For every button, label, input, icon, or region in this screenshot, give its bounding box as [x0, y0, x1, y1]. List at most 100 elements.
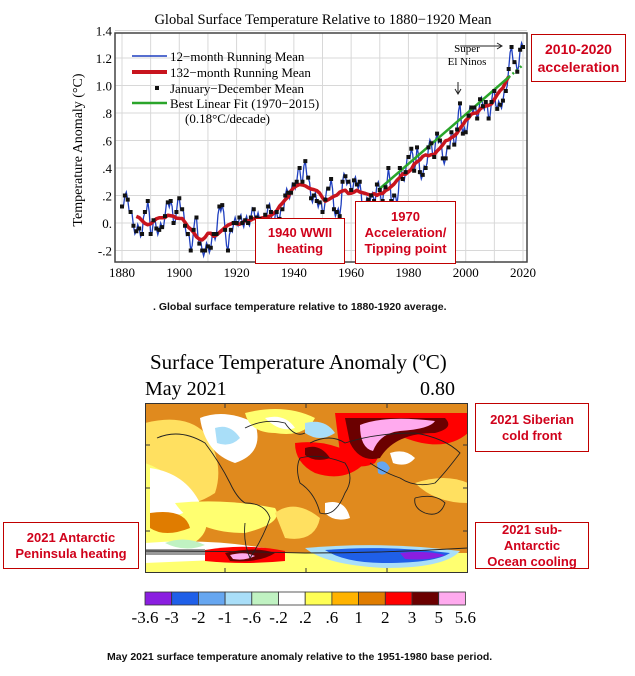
annual-mean-point — [400, 177, 405, 181]
annual-mean-point — [128, 210, 133, 214]
colorbar-label: .6 — [326, 608, 339, 627]
callout-subantarctic: 2021 sub-Antarctic Ocean cooling — [475, 522, 589, 569]
annual-mean-point — [188, 248, 193, 253]
callout-text: 2010-2020 — [545, 41, 612, 57]
annual-mean-point — [234, 221, 239, 225]
annual-mean-point — [145, 199, 150, 203]
annual-mean-point — [337, 214, 342, 219]
annual-mean-point — [300, 179, 305, 184]
annual-mean-point — [369, 193, 374, 198]
annual-mean-point — [303, 159, 308, 164]
y-tick-label: .4 — [102, 161, 112, 176]
annual-mean-point — [409, 146, 414, 151]
annual-mean-point — [435, 131, 440, 136]
colorbar-label: 1 — [354, 608, 363, 627]
colorbar-swatch — [144, 591, 173, 606]
annual-mean-point — [460, 131, 465, 136]
annual-mean-point — [498, 102, 503, 107]
annual-mean-point — [231, 221, 236, 225]
annotation-super: Super — [454, 43, 480, 55]
legend-annual: January−December Mean — [170, 81, 305, 96]
annual-mean-point — [205, 244, 210, 249]
annual-mean-point — [406, 155, 411, 159]
annual-mean-point — [122, 193, 127, 198]
annual-mean-point — [240, 221, 245, 225]
annual-mean-point — [137, 226, 142, 231]
annual-mean-point — [478, 97, 483, 102]
annual-mean-point — [120, 204, 124, 209]
annual-mean-point — [314, 199, 319, 203]
annual-mean-point — [334, 210, 339, 214]
annual-mean-point — [208, 245, 213, 250]
annual-mean-point — [185, 232, 190, 236]
annual-mean-point — [343, 174, 348, 179]
annual-mean-point — [254, 215, 259, 220]
colorbar-swatch — [198, 591, 226, 606]
annual-mean-point — [320, 210, 325, 214]
x-tick-label: 1940 — [281, 265, 307, 280]
colorbar-swatch — [331, 591, 359, 606]
annual-mean-point — [162, 214, 167, 219]
annual-mean-point — [466, 113, 471, 118]
x-tick-label: 1980 — [395, 265, 421, 280]
callout-text: Peninsula heating — [15, 545, 127, 561]
annual-mean-point — [154, 226, 159, 231]
annual-mean-point — [134, 229, 139, 234]
y-tick-label: .8 — [102, 106, 112, 121]
annual-mean-point — [354, 182, 359, 187]
arrow-2016 — [460, 42, 503, 50]
annual-mean-point — [157, 227, 162, 232]
colorbar-label: -1 — [218, 608, 232, 627]
callout-text: Acceleration/ — [364, 224, 447, 240]
colorbar-swatch — [304, 591, 333, 606]
colorbar-swatch — [278, 591, 306, 606]
annual-mean-point — [151, 218, 156, 223]
colorbar-label: 5.6 — [455, 608, 476, 627]
x-tick-label: 1900 — [166, 265, 192, 280]
annual-mean-point — [160, 225, 165, 230]
legend-fit: Best Linear Fit (1970−2015) — [170, 96, 319, 111]
annual-mean-point — [131, 223, 136, 228]
annual-mean-point — [377, 188, 382, 192]
colorbar: -3.6 -3 -2 -1 -.6 -.2 .2 .6 1 2 3 5 5.6 — [132, 591, 476, 627]
annual-mean-point — [329, 177, 334, 181]
annual-mean-point — [472, 105, 477, 110]
annual-mean-point — [415, 145, 420, 150]
annual-mean-point — [225, 248, 230, 253]
callout-text: Tipping point — [364, 240, 447, 256]
annual-mean-point — [521, 45, 525, 49]
legend-132month: 132−month Running Mean — [170, 65, 311, 80]
series-linear-fit-extension — [507, 63, 524, 79]
map-frame — [145, 403, 468, 573]
y-tick-label: 1.2 — [96, 51, 112, 66]
colorbar-label: 2 — [381, 608, 390, 627]
annual-mean-point — [486, 116, 491, 121]
annual-mean-point — [483, 100, 488, 104]
colorbar-swatch — [224, 591, 253, 606]
annual-mean-point — [326, 186, 331, 191]
annual-mean-point — [200, 248, 205, 253]
annual-mean-point — [168, 199, 173, 203]
annual-mean-point — [283, 193, 288, 198]
annual-mean-point — [180, 207, 185, 212]
colorbar-label: -.2 — [269, 608, 287, 627]
annual-mean-point — [197, 241, 202, 246]
annual-mean-point — [268, 210, 273, 214]
annual-mean-point — [323, 197, 328, 202]
y-tick-label: 1.0 — [96, 79, 112, 94]
annual-mean-point — [443, 156, 448, 161]
legend-fit-sublabel: (0.18°C/decade) — [185, 111, 270, 126]
annual-mean-point — [412, 168, 417, 173]
colorbar-swatch — [358, 591, 386, 606]
anomaly-map — [145, 403, 468, 573]
annual-mean-point — [194, 215, 199, 220]
annual-mean-point — [392, 193, 397, 198]
annual-mean-point — [251, 207, 256, 212]
colorbar-label: -.6 — [243, 608, 261, 627]
callout-text: 1970 — [391, 208, 420, 224]
annual-mean-point — [203, 248, 208, 253]
x-tick-label: 1960 — [338, 265, 364, 280]
annual-mean-point — [366, 197, 371, 202]
callout-text: heating — [276, 241, 324, 256]
